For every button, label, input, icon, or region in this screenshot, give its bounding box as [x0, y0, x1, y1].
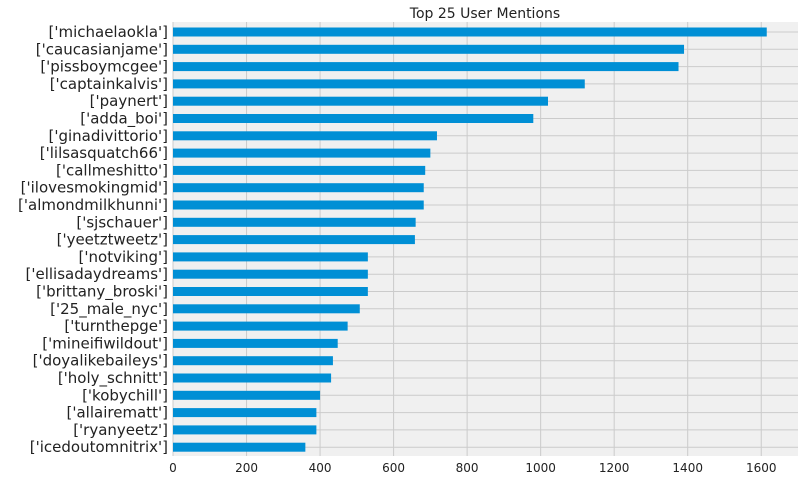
category-label: ['icedoutomnitrix'] — [30, 438, 168, 456]
bar — [173, 131, 437, 141]
category-label: ['lilsasquatch66'] — [40, 144, 168, 162]
x-tick-label: 400 — [309, 461, 332, 475]
x-tick-label: 600 — [382, 461, 405, 475]
category-label: ['yeetztweetz'] — [57, 231, 168, 249]
category-label: ['michaelaokla'] — [49, 23, 169, 41]
bar — [173, 27, 767, 37]
bar — [173, 390, 321, 400]
category-label: ['25_male_nyc'] — [50, 300, 168, 319]
bars — [173, 27, 767, 452]
bar — [173, 321, 348, 331]
bar — [173, 235, 415, 245]
bar — [173, 373, 332, 383]
category-labels: ['michaelaokla']['caucasianjame']['pissb… — [18, 23, 168, 456]
category-label: ['doyalikebaileys'] — [33, 352, 168, 370]
bar — [173, 338, 338, 348]
x-tick-label: 1000 — [525, 461, 556, 475]
bar — [173, 408, 317, 418]
bar — [173, 287, 368, 296]
category-label: ['ilovesmokingmid'] — [21, 179, 168, 197]
x-tick-label: 0 — [169, 461, 177, 475]
category-label: ['adda_boi'] — [80, 110, 168, 129]
category-label: ['turnthepge'] — [64, 317, 168, 335]
category-label: ['caucasianjame'] — [36, 40, 168, 58]
category-label: ['almondmilkhunni'] — [18, 196, 168, 214]
bar — [173, 304, 360, 314]
category-label: ['ryanyeetz'] — [73, 421, 168, 439]
bar — [173, 425, 317, 435]
bar — [173, 356, 333, 366]
bar — [173, 252, 368, 262]
x-tick-label: 1400 — [672, 461, 703, 475]
bar — [173, 442, 306, 452]
x-tick-labels: 0 200 400 600 800 1000 1200 1400 1600 — [169, 461, 776, 475]
x-tick-label: 800 — [456, 461, 479, 475]
x-tick-label: 200 — [235, 461, 258, 475]
x-tick-label: 1200 — [599, 461, 630, 475]
bar — [173, 62, 679, 72]
bar — [173, 217, 416, 227]
bar — [173, 44, 685, 54]
category-label: ['kobychill'] — [82, 386, 168, 404]
category-label: ['sjschauer'] — [76, 213, 168, 231]
category-label: ['ellisadaydreams'] — [26, 265, 169, 283]
category-label: ['ginadivittorio'] — [48, 127, 168, 145]
category-label: ['paynert'] — [90, 92, 168, 110]
category-label: ['holy_schnitt'] — [58, 369, 168, 388]
bar — [173, 183, 424, 193]
category-label: ['mineifiwildout'] — [42, 334, 168, 352]
chart-title: Top 25 User Mentions — [409, 6, 560, 22]
bar — [173, 269, 368, 279]
category-label: ['callmeshitto'] — [56, 161, 168, 179]
category-label: ['captainkalvis'] — [50, 75, 168, 93]
category-label: ['pissboymcgee'] — [40, 58, 168, 76]
bar — [173, 148, 431, 158]
bar — [173, 165, 426, 175]
category-label: ['brittany_broski'] — [36, 283, 168, 302]
bar — [173, 96, 548, 106]
bar — [173, 79, 585, 89]
category-label: ['notviking'] — [79, 248, 168, 266]
category-label: ['allairematt'] — [67, 404, 168, 422]
bar — [173, 114, 534, 123]
bar — [173, 200, 424, 210]
x-tick-label: 1600 — [746, 461, 777, 475]
